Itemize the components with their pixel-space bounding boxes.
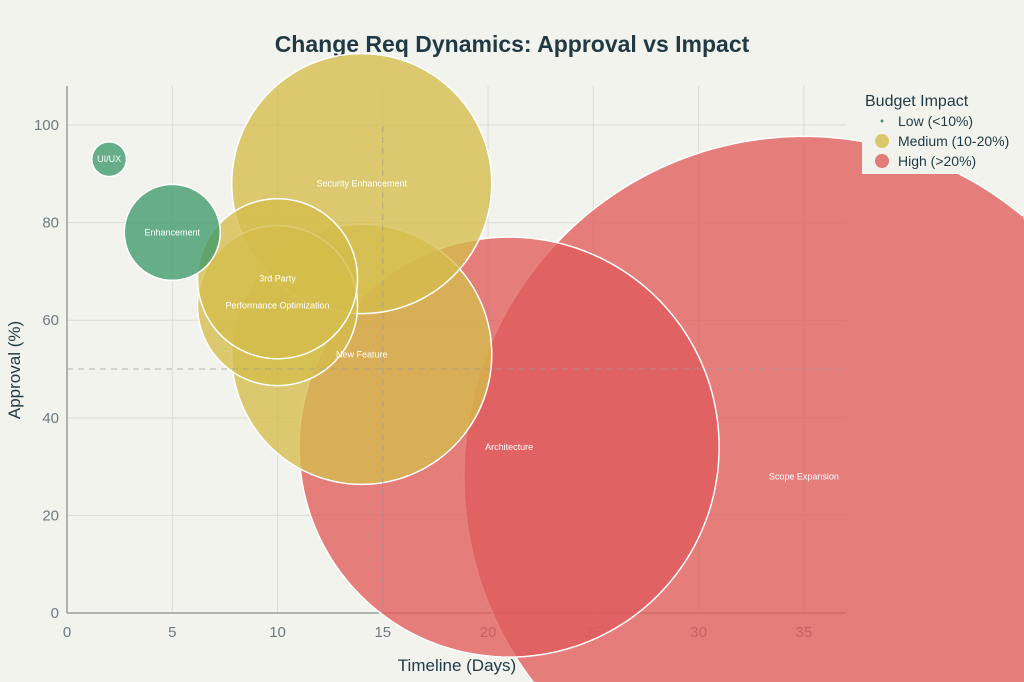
y-tick-label: 0 [51, 605, 59, 622]
bubble-outline [196, 197, 359, 360]
bubbles [91, 52, 1024, 682]
bubble-label: New Feature [336, 349, 388, 359]
legend-item-medium[interactable]: Medium (10-20%) [875, 133, 1009, 149]
x-tick-label: 10 [269, 624, 286, 641]
y-tick-label: 20 [42, 507, 59, 524]
bubble-outline [91, 141, 128, 178]
y-axis-title: Approval (%) [5, 321, 24, 419]
bubble-label: Security Enhancement [316, 179, 407, 189]
bubble-ui-ux [91, 141, 128, 178]
x-tick-label: 5 [168, 624, 176, 641]
x-tick-label: 0 [63, 624, 71, 641]
chart-title: Change Req Dynamics: Approval vs Impact [275, 31, 750, 57]
bubble-label: Scope Expansion [769, 471, 839, 481]
legend-title: Budget Impact [865, 93, 969, 110]
legend: Budget Impact Low (<10%) Medium (10-20%)… [862, 86, 1009, 174]
bubble-fill [124, 184, 221, 281]
bubble-fill [91, 141, 127, 177]
y-tick-label: 40 [42, 410, 59, 427]
bubble-label: 3rd Party [259, 274, 296, 284]
bubble-outline [123, 183, 221, 282]
legend-item-high[interactable]: High (>20%) [875, 153, 976, 169]
legend-item-low[interactable]: Low (<10%) [880, 113, 974, 129]
bubble-enhancement [123, 183, 221, 282]
bubble-3rd-party [196, 197, 359, 360]
bubble-label: UI/UX [97, 154, 121, 164]
legend-label-high: High (>20%) [898, 153, 976, 169]
legend-marker-high [875, 154, 889, 168]
x-axis-title: Timeline (Days) [398, 656, 516, 675]
bubble-outline [231, 52, 493, 315]
bubble-label: Enhancement [144, 227, 200, 237]
y-tick-label: 100 [34, 117, 59, 134]
legend-label-medium: Medium (10-20%) [898, 133, 1009, 149]
legend-label-low: Low (<10%) [898, 113, 973, 129]
bubble-fill [197, 198, 358, 359]
legend-marker-medium [875, 134, 889, 148]
bubble-labels: Scope Expansion Architecture New Feature Se… [97, 154, 839, 481]
x-tick-label: 15 [374, 624, 391, 641]
y-tick-label: 60 [42, 312, 59, 329]
y-tick-label: 80 [42, 215, 59, 232]
bubble-label: Performance Optimization [226, 301, 330, 311]
bubble-label: Architecture [485, 442, 533, 452]
reference-lines [67, 126, 846, 613]
legend-marker-low [880, 119, 884, 123]
